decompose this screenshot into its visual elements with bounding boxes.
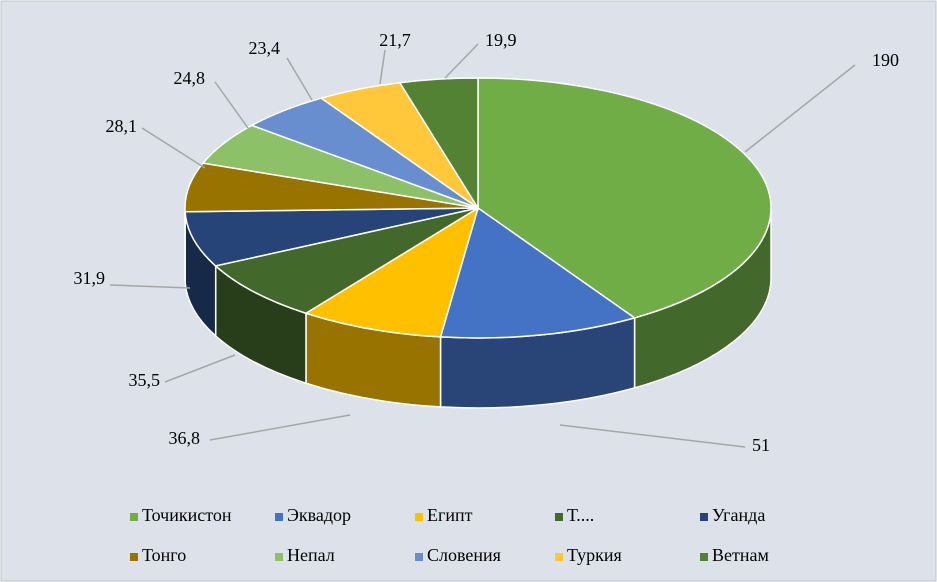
legend-label: Ветнам: [712, 545, 769, 565]
legend-label: Т....: [567, 505, 594, 525]
legend-label: Словения: [427, 545, 501, 565]
legend-swatch: [415, 553, 423, 561]
leader-line: [214, 81, 249, 129]
leader-line: [286, 57, 313, 101]
legend-label: Точикистон: [142, 505, 232, 525]
slice: [439, 206, 637, 339]
leader-line: [444, 43, 479, 79]
leader-line: [744, 64, 856, 153]
legend-swatch: [555, 513, 563, 521]
data-label: 190: [872, 50, 899, 70]
slice: [304, 206, 480, 338]
slice: [398, 77, 479, 211]
data-label: 28,1: [106, 116, 138, 136]
data-label: 19,9: [485, 30, 517, 50]
data-label: 35,5: [129, 370, 161, 390]
legend-swatch: [130, 513, 138, 521]
data-label: 36,8: [169, 428, 201, 448]
leader-line: [379, 49, 386, 85]
legend-swatch: [275, 513, 283, 521]
legend-swatch: [700, 513, 708, 521]
legend-swatch: [700, 553, 708, 561]
data-label: 21,7: [379, 30, 411, 50]
legend-swatch: [415, 513, 423, 521]
leader-line: [141, 127, 206, 169]
leader-line: [164, 354, 236, 383]
data-label: 24,8: [174, 68, 206, 88]
legend-label: Уганда: [712, 505, 765, 525]
legend-swatch: [130, 553, 138, 561]
legend-swatch: [275, 553, 283, 561]
legend-label: Непал: [287, 545, 335, 565]
leader-line: [109, 284, 191, 289]
legend-label: Эквадор: [287, 505, 351, 525]
legend-label: Египт: [427, 505, 473, 525]
data-label: 23,4: [249, 38, 281, 58]
slice: [184, 207, 479, 267]
legend-label: Тонго: [142, 545, 186, 565]
legend-label: Туркия: [567, 545, 622, 565]
data-label: 51: [752, 435, 770, 455]
slice: [477, 77, 772, 319]
legend-swatch: [555, 553, 563, 561]
leader-line: [209, 414, 351, 441]
data-label: 31,9: [74, 268, 106, 288]
slice: [214, 207, 479, 315]
leader-line: [559, 424, 746, 448]
